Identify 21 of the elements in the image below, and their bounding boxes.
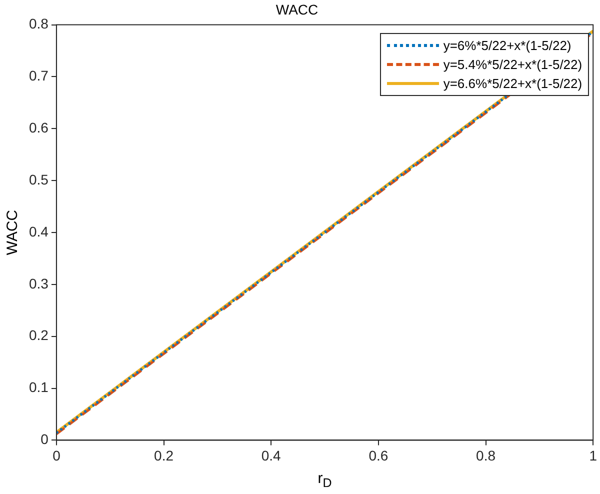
y-tick-label: 0.1 — [28, 379, 49, 396]
x-tick-label: 0.2 — [154, 447, 174, 464]
y-tick-label: 0 — [40, 431, 49, 448]
y-tick-label: 0.8 — [28, 16, 49, 32]
legend-label: y=6.6%*5/22+x*(1-5/22) — [443, 74, 582, 93]
y-tick-label: 0.7 — [28, 68, 49, 84]
x-tick-label: 0 — [52, 447, 61, 464]
y-tick-label: 0.5 — [28, 171, 49, 188]
x-tick-label: 0.4 — [261, 447, 282, 464]
x-tick-label: 0.8 — [476, 447, 496, 464]
legend-label: y=5.4%*5/22+x*(1-5/22) — [443, 56, 582, 74]
x-axis-title: r$_{D}$ — [316, 470, 333, 490]
y-axis-title: WACC — [4, 210, 22, 256]
y-tick-label: 0.2 — [28, 327, 49, 344]
y-tick-label: 0.3 — [28, 275, 49, 292]
legend-label: y=6%*5/22+x*(1-5/22) — [443, 36, 572, 55]
y-tick-label: 0.6 — [28, 120, 49, 136]
chart-title: WACC — [276, 1, 318, 18]
x-tick-label: 0.6 — [368, 447, 388, 464]
x-tick-label: 1 — [589, 447, 598, 464]
y-tick-label: 0.4 — [28, 223, 49, 240]
